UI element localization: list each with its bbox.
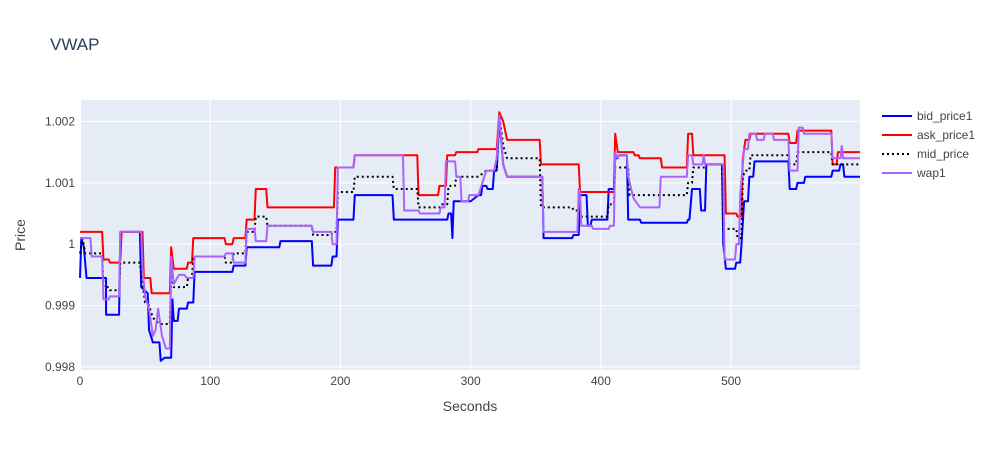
x-tick-labels: 0 100 200 300 400 500 bbox=[77, 374, 742, 388]
legend-label: bid_price1 bbox=[917, 109, 973, 123]
chart-title: VWAP bbox=[50, 35, 99, 54]
x-axis-title: Seconds bbox=[443, 398, 497, 414]
y-tick-label: 1.001 bbox=[45, 176, 75, 190]
legend[interactable]: bid_price1 ask_price1 mid_price wap1 bbox=[882, 109, 975, 180]
legend-item-bid-price1[interactable]: bid_price1 bbox=[882, 109, 973, 123]
x-tick-label: 300 bbox=[461, 374, 481, 388]
legend-item-mid-price[interactable]: mid_price bbox=[882, 147, 969, 161]
y-tick-label: 1 bbox=[68, 237, 75, 251]
x-tick-label: 500 bbox=[721, 374, 741, 388]
y-tick-label: 0.999 bbox=[45, 299, 75, 313]
legend-label: ask_price1 bbox=[917, 128, 975, 142]
series-lines bbox=[79, 111, 860, 362]
y-tick-labels: 0.998 0.999 1 1.001 1.002 bbox=[45, 114, 75, 373]
x-tick-label: 100 bbox=[200, 374, 220, 388]
x-tick-label: 200 bbox=[330, 374, 350, 388]
y-tick-label: 1.002 bbox=[45, 114, 75, 128]
y-axis-title: Price bbox=[12, 219, 28, 251]
grid-lines bbox=[79, 100, 860, 370]
y-tick-label: 0.998 bbox=[45, 360, 75, 374]
legend-label: wap1 bbox=[916, 166, 946, 180]
legend-item-ask-price1[interactable]: ask_price1 bbox=[882, 128, 975, 142]
legend-item-wap1[interactable]: wap1 bbox=[882, 166, 946, 180]
x-tick-label: 0 bbox=[77, 374, 84, 388]
series-line-ask-price1 bbox=[80, 111, 860, 295]
legend-label: mid_price bbox=[917, 147, 969, 161]
x-tick-label: 400 bbox=[591, 374, 611, 388]
series-line-wap1 bbox=[80, 114, 860, 350]
